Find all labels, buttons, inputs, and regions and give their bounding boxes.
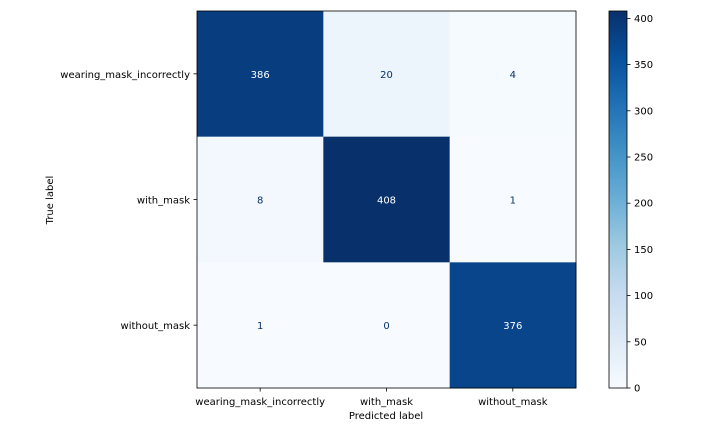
x-tick-label: with_mask — [360, 397, 413, 408]
y-axis-label: True label — [45, 176, 56, 226]
colorbar-tick-label: 300 — [634, 106, 653, 117]
colorbar-tick-label: 100 — [634, 291, 653, 302]
colorbar-tick-label: 0 — [634, 384, 640, 395]
cell-value-label: 20 — [380, 70, 393, 81]
colorbar-tick-label: 400 — [634, 14, 653, 25]
colorbar-tick-label: 50 — [634, 337, 647, 348]
cell-value-label: 0 — [383, 321, 389, 332]
x-tick-label: wearing_mask_incorrectly — [195, 397, 325, 408]
y-axis-ticks: wearing_mask_incorrectly with_maskwithout… — [60, 70, 197, 332]
cell-value-label: 8 — [257, 196, 263, 207]
heatmap-cell — [197, 262, 324, 389]
colorbar — [608, 10, 628, 389]
heatmap-cells: 386 20 4 8 408 1 1 0 376 — [197, 11, 577, 389]
heatmap-cell — [449, 262, 577, 389]
heatmap-cell — [323, 262, 451, 389]
cell-value-label: 376 — [503, 321, 522, 332]
colorbar-ticks: 0 50 100 150 200 250 300 350 400 — [627, 14, 653, 395]
x-axis-ticks: wearing_mask_incorrectly with_mask without… — [195, 388, 548, 408]
y-tick-label: with_mask — [137, 196, 190, 207]
heatmap-cell — [197, 11, 324, 138]
heatmap-cell — [323, 11, 451, 138]
colorbar-tick-label: 350 — [634, 60, 653, 71]
heatmap-cell — [449, 136, 577, 263]
cell-value-label: 1 — [510, 196, 516, 207]
colorbar-tick-label: 150 — [634, 245, 653, 256]
heatmap-cell — [449, 11, 577, 138]
cell-value-label: 386 — [251, 70, 270, 81]
colorbar-tick-label: 200 — [634, 199, 653, 210]
heatmap-cell — [197, 136, 324, 263]
cell-value-label: 408 — [377, 196, 396, 207]
x-tick-label: without_mask — [478, 397, 548, 408]
cell-value-label: 4 — [510, 70, 516, 81]
heatmap-cell — [323, 136, 451, 263]
x-axis-label: Predicted label — [349, 411, 423, 422]
cell-value-label: 1 — [257, 321, 263, 332]
y-tick-label: wearing_mask_incorrectly — [60, 70, 190, 81]
y-tick-label: without_mask — [121, 321, 191, 332]
colorbar-tick-label: 250 — [634, 152, 653, 163]
